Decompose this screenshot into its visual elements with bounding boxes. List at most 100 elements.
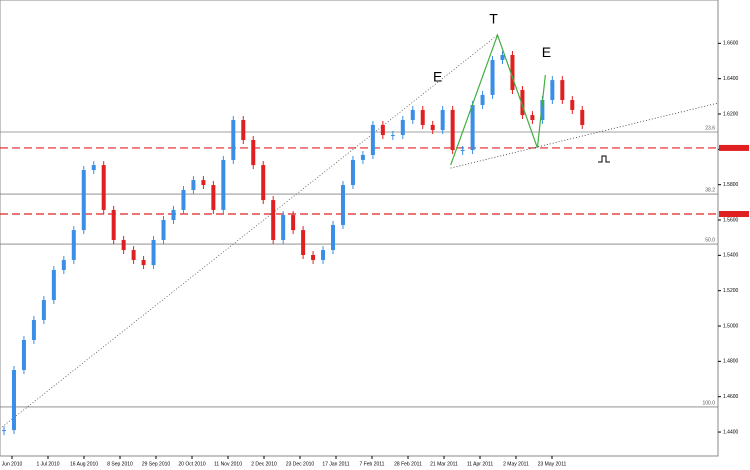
candle (61, 259, 66, 271)
y-tick-label: 1.4800 (723, 359, 739, 365)
trendline (1, 34, 498, 428)
pattern-line (450, 33, 546, 166)
candle (420, 109, 425, 125)
candle (410, 109, 415, 121)
annotation: E (433, 69, 442, 85)
x-tick-label: 23 May 2011 (538, 461, 567, 467)
candle (340, 185, 345, 225)
candle (490, 59, 495, 95)
candle (500, 54, 505, 60)
annotation: E (542, 44, 551, 60)
candle (370, 124, 375, 155)
candle (251, 139, 256, 166)
candle (301, 230, 306, 255)
candle (181, 189, 186, 210)
candle (161, 220, 166, 240)
candle (400, 120, 405, 136)
level-label: 23.6 (705, 125, 715, 131)
candle (311, 254, 316, 260)
candle (2, 430, 6, 432)
candle (331, 224, 336, 251)
candle (460, 150, 465, 152)
candle (211, 185, 216, 210)
candle (21, 339, 26, 371)
level-label: 38.2 (705, 187, 715, 193)
candle (510, 54, 515, 90)
candle (101, 165, 106, 210)
candle (191, 180, 196, 190)
y-tick-label: 1.5600 (723, 217, 739, 223)
x-tick-label: 8 Sep 2010 (107, 461, 133, 467)
candle (470, 104, 475, 151)
x-tick-label: 11 Apr 2011 (467, 461, 493, 467)
y-tick-label: 1.4600 (723, 394, 739, 400)
price-tag (719, 211, 749, 218)
cursor-icon (598, 155, 610, 163)
x-tick-label: 29 Sep 2010 (142, 461, 171, 467)
trendline (450, 102, 718, 169)
plot-area (0, 0, 719, 457)
y-tick-label: 1.6600 (723, 41, 739, 47)
candle (271, 200, 276, 240)
candle (560, 80, 565, 101)
candle (141, 259, 146, 266)
x-tick-label: 16 Aug 2010 (70, 461, 98, 467)
candle (81, 170, 86, 231)
y-tick-label: 1.5800 (723, 182, 739, 188)
candle (221, 159, 226, 210)
candle (480, 94, 485, 105)
y-tick-label: 1.5000 (723, 323, 739, 329)
y-tick-label: 1.6400 (723, 76, 739, 82)
candle (261, 165, 266, 201)
x-tick-label: Jun 2010 (2, 461, 23, 467)
x-tick-label: 23 Dec 2010 (286, 461, 315, 467)
y-tick-label: 1.5400 (723, 253, 739, 259)
candle (350, 159, 355, 186)
candle (201, 180, 206, 186)
candle (281, 215, 286, 240)
x-tick-label: 21 Mar 2011 (430, 461, 458, 467)
annotation: T (489, 11, 498, 27)
candle (171, 209, 176, 221)
level-label: 100.0 (702, 400, 715, 406)
y-tick-label: 1.4400 (723, 429, 739, 435)
candle (520, 89, 525, 116)
candle (540, 100, 545, 121)
candle (450, 109, 455, 151)
candle (71, 230, 76, 260)
level-label: 50.0 (705, 237, 715, 243)
x-tick-label: 1 Jul 2010 (36, 461, 59, 467)
candle (111, 209, 116, 240)
x-tick-label: 7 Feb 2011 (360, 461, 385, 467)
candle (390, 135, 395, 137)
candle (31, 320, 36, 340)
candle (440, 109, 445, 131)
x-tick-label: 2 Dec 2010 (251, 461, 277, 467)
candle (530, 115, 535, 121)
candle (131, 250, 136, 260)
candle (151, 239, 156, 266)
candle (430, 124, 435, 131)
candle (231, 120, 236, 160)
x-tick-label: 17 Jan 2011 (322, 461, 349, 467)
candle (121, 239, 126, 251)
candle (51, 270, 56, 301)
x-tick-label: 20 Oct 2010 (178, 461, 205, 467)
y-tick-label: 1.5200 (723, 288, 739, 294)
x-tick-label: 28 Feb 2011 (394, 461, 422, 467)
x-tick-label: 2 May 2011 (503, 461, 529, 467)
price-tag (719, 144, 749, 151)
candle (321, 250, 326, 260)
candle (380, 124, 385, 136)
candle (360, 154, 365, 160)
candle (291, 215, 296, 231)
candle (580, 109, 585, 125)
candle (550, 80, 555, 101)
candle (570, 100, 575, 110)
candle (91, 165, 96, 171)
y-tick-label: 1.6200 (723, 111, 739, 117)
candle (41, 300, 46, 321)
candle (241, 120, 246, 140)
candle (11, 370, 16, 431)
